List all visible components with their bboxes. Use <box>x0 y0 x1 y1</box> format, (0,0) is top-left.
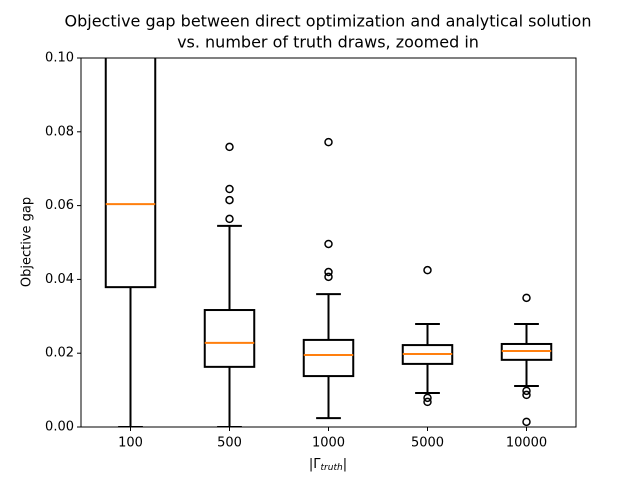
outlier <box>423 265 432 275</box>
y-tick-label: 0.02 <box>45 346 74 361</box>
y-tick-label: 0.06 <box>45 198 74 213</box>
outlier <box>423 393 432 403</box>
x-axis-label-sub: truth <box>321 463 343 473</box>
y-tick-label: 0.08 <box>45 124 74 139</box>
y-tick-label: 0.04 <box>45 272 74 287</box>
x-axis-label: |Γtruth| <box>309 457 347 473</box>
outlier <box>324 239 333 249</box>
y-axis-label: Objective gap <box>20 197 35 287</box>
box <box>104 58 157 289</box>
outlier <box>225 184 234 194</box>
outlier <box>225 214 234 224</box>
x-tick-label: 500 <box>217 436 242 451</box>
outlier <box>522 417 531 427</box>
outlier <box>522 390 531 400</box>
x-tick-label: 100 <box>118 436 143 451</box>
outlier <box>423 397 432 407</box>
x-tick-label: 1000 <box>312 436 345 451</box>
outlier <box>225 142 234 152</box>
outlier <box>225 195 234 205</box>
box <box>203 309 256 368</box>
outlier <box>522 293 531 303</box>
chart-title: Objective gap between direct optimizatio… <box>65 12 592 31</box>
plot-area <box>104 58 553 427</box>
outlier <box>522 386 531 396</box>
x-tick-label: 10000 <box>506 436 547 451</box>
y-tick-label: 0.00 <box>45 420 74 435</box>
outlier <box>324 267 333 277</box>
y-tick-label: 0.10 <box>45 51 74 66</box>
chart-title: vs. number of truth draws, zoomed in <box>177 33 479 52</box>
outlier <box>324 272 333 282</box>
x-axis-label-part: | <box>343 457 347 472</box>
box <box>302 338 355 378</box>
x-tick-label: 5000 <box>411 436 444 451</box>
x-axis-label-part: |Γ <box>309 457 321 472</box>
outlier <box>324 137 333 147</box>
